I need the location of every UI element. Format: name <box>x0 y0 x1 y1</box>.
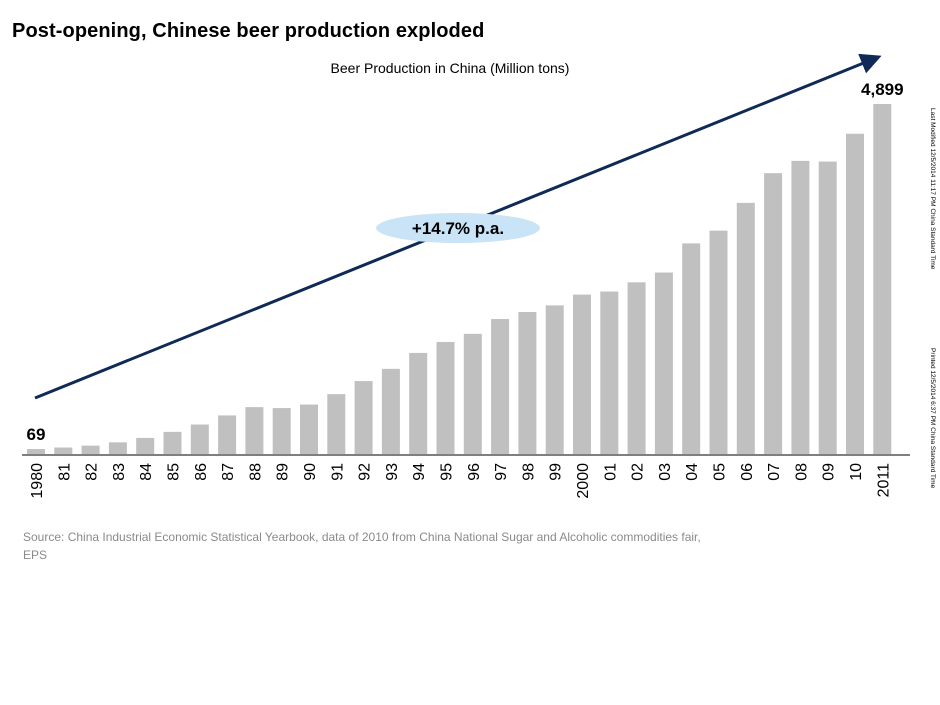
x-tick-label: 99 <box>548 463 565 481</box>
x-tick-label: 03 <box>657 463 674 481</box>
bar-03 <box>654 272 673 454</box>
x-tick-label: 1980 <box>29 463 46 499</box>
bar-2000 <box>573 294 591 454</box>
bar-83 <box>108 442 127 454</box>
bar-89 <box>272 408 291 454</box>
bar-1980 <box>27 449 45 454</box>
bar-96 <box>463 333 482 454</box>
bar-94 <box>409 352 428 454</box>
bar-04 <box>682 243 701 454</box>
x-tick-label: 10 <box>848 463 865 481</box>
bar-08 <box>791 160 810 454</box>
chart-title: Beer Production in China (Million tons) <box>330 60 570 76</box>
bar-97 <box>491 319 510 454</box>
x-tick-label: 09 <box>821 463 838 481</box>
bar-93 <box>381 368 400 454</box>
bar-10 <box>846 133 864 455</box>
bar-2011 <box>873 104 892 454</box>
slide-title: Post-opening, Chinese beer production ex… <box>12 20 485 42</box>
bar-98 <box>518 311 537 454</box>
bar-88 <box>245 407 264 454</box>
x-tick-label: 93 <box>384 463 401 481</box>
bar-87 <box>218 415 237 454</box>
x-tick-label: 81 <box>56 463 73 481</box>
bar-81 <box>54 447 73 454</box>
x-tick-label: 08 <box>793 463 810 481</box>
bar-07 <box>764 173 783 454</box>
x-tick-label: 01 <box>602 463 619 481</box>
bar-90 <box>300 404 318 454</box>
bar-06 <box>736 202 755 454</box>
bar-05 <box>709 230 728 454</box>
bar-99 <box>545 305 564 454</box>
bar-85 <box>163 431 182 454</box>
x-tick-label: 02 <box>630 463 647 481</box>
bar-95 <box>436 341 455 454</box>
x-tick-label: 92 <box>357 463 374 481</box>
x-tick-label: 88 <box>247 463 264 481</box>
x-tick-label: 94 <box>411 463 428 481</box>
x-tick-label: 96 <box>466 463 483 481</box>
x-tick-label: 91 <box>329 463 346 481</box>
bar-02 <box>627 282 646 454</box>
x-tick-label: 06 <box>739 463 756 481</box>
bar-92 <box>354 381 373 454</box>
x-tick-label: 83 <box>111 463 128 481</box>
printed-note: Printed 12/5/2014 6:37 PM China Standard… <box>929 348 936 489</box>
x-tick-label: 84 <box>138 463 155 481</box>
x-tick-label: 89 <box>275 463 292 481</box>
growth-rate-bubble <box>376 213 540 243</box>
x-tick-label: 2000 <box>575 463 592 499</box>
x-tick-label: 86 <box>193 463 210 481</box>
x-tick-label: 87 <box>220 463 237 481</box>
data-label-2011: 4,899 <box>861 80 904 99</box>
bar-01 <box>600 291 619 454</box>
x-tick-label: 82 <box>84 463 101 481</box>
x-tick-label: 04 <box>684 463 701 481</box>
x-tick-label: 07 <box>766 463 783 481</box>
source-note: Source: China Industrial Economic Statis… <box>23 530 701 562</box>
x-tick-label: 2011 <box>875 463 892 498</box>
x-tick-label: 95 <box>439 463 456 481</box>
x-tick-label: 05 <box>712 463 729 481</box>
data-label-1980: 69 <box>27 425 46 444</box>
x-tick-label: 97 <box>493 463 510 481</box>
x-tick-label: 90 <box>302 463 319 481</box>
x-tick-label: 85 <box>166 463 183 481</box>
bar-91 <box>327 394 346 454</box>
last-modified-note: Last Modified 12/5/2014 11:17 PM China S… <box>929 108 936 270</box>
growth-rate-label: +14.7% p.a. <box>412 219 504 238</box>
bar-82 <box>81 445 100 454</box>
bar-09 <box>818 161 837 454</box>
bar-84 <box>136 437 155 454</box>
x-tick-label: 98 <box>520 463 537 481</box>
bar-86 <box>190 424 209 454</box>
